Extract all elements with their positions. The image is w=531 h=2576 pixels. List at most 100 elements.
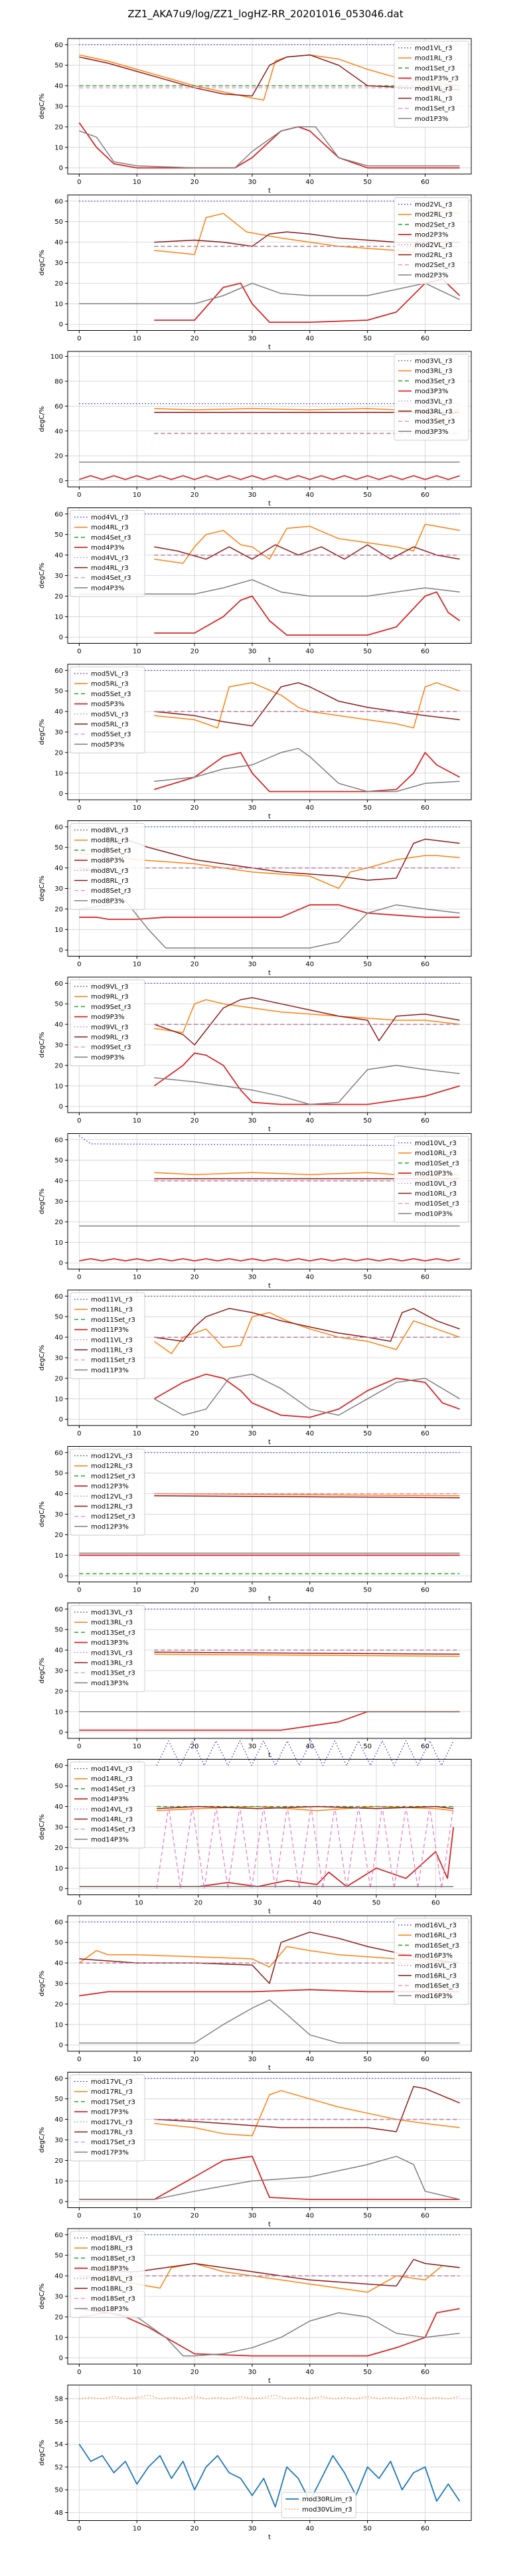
x-tick-label: 50 <box>363 179 372 186</box>
y-tick-label: 50 <box>54 1783 63 1790</box>
y-tick-label: 50 <box>54 2096 63 2103</box>
x-tick-label: 60 <box>421 804 429 812</box>
series-line-P <box>154 752 461 792</box>
y-tick-label: 10 <box>54 1865 63 1873</box>
legend-label: mod12RL_r3 <box>91 1463 133 1470</box>
legend-label: mod16VL_r3 <box>415 1922 457 1930</box>
legend-label: mod17P3% <box>91 2149 129 2156</box>
y-tick-label: 30 <box>54 885 63 893</box>
y-tick-label: 50 <box>54 1940 63 1947</box>
legend-label: mod18Set_r3 <box>91 2255 135 2262</box>
y-tick-label: 20 <box>54 1688 63 1695</box>
x-tick-label: 60 <box>421 1274 429 1281</box>
y-tick-label: 50 <box>54 2487 63 2494</box>
legend-label: mod18VL_r3 <box>91 2275 133 2282</box>
axes-frame <box>67 2385 472 2521</box>
x-tick-label: 0 <box>77 2056 81 2063</box>
y-tick-label: 30 <box>54 573 63 580</box>
legend-label: mod12Set_r3 <box>91 1513 135 1520</box>
y-axis-label: degC/% <box>38 2127 46 2153</box>
legend-label: mod16P3% <box>415 1993 453 2000</box>
x-tick-label: 0 <box>77 648 81 656</box>
legend-box <box>394 353 469 441</box>
legend-label: mod5RL_r3 <box>91 721 129 729</box>
legend-label: mod4VL_r3 <box>91 514 128 521</box>
legend-label: mod14RL_r3 <box>91 1816 133 1823</box>
x-tick-label: 30 <box>254 1900 262 1907</box>
x-axis-label: t <box>268 500 271 507</box>
y-tick-label: 0 <box>59 634 63 642</box>
chart-panel-mod18: 0 10 20 30 40 50 60 0 10 20 30 40 50 60 t degC/% mod18VL… <box>38 2228 472 2385</box>
series-line-RL2 <box>154 1651 460 1655</box>
x-tick-label: 40 <box>305 2213 314 2220</box>
series-line-P <box>154 591 461 636</box>
legend-label: mod10P3% <box>415 1210 453 1218</box>
y-tick-label: 20 <box>54 1532 63 1539</box>
x-tick-label: 10 <box>133 2526 141 2533</box>
x-tick-label: 50 <box>363 2526 372 2533</box>
y-tick-label: 60 <box>54 198 63 205</box>
x-axis-label: t <box>268 187 271 195</box>
x-tick-label: 30 <box>248 492 257 499</box>
x-axis-label: t <box>268 1439 271 1446</box>
y-tick-label: 52 <box>54 2464 63 2471</box>
x-tick-label: 20 <box>190 1117 199 1125</box>
y-tick-label: 20 <box>54 906 63 913</box>
legend-label: mod9P3% <box>91 1054 124 1061</box>
x-tick-label: 0 <box>77 1430 81 1437</box>
legend-label: mod4RL_r3 <box>91 524 129 531</box>
y-axis-label: degC/% <box>38 1971 46 1997</box>
x-tick-label: 40 <box>305 2369 314 2376</box>
chart-panel-mod16: 0 10 20 30 40 50 60 0 10 20 30 40 50 60 t degC/% mod16VL… <box>38 1915 472 2072</box>
chart-panel-mod17: 0 10 20 30 40 50 60 0 10 20 30 40 50 60 t degC/% mod17VL… <box>38 2072 472 2229</box>
y-axis-label: degC/% <box>38 1345 46 1371</box>
legend-label: mod2P3% <box>415 232 448 239</box>
x-tick-label: 30 <box>248 2056 257 2063</box>
y-tick-label: 40 <box>54 1491 63 1498</box>
x-axis-label: t <box>268 1752 271 1759</box>
x-tick-label: 40 <box>305 648 314 656</box>
legend: mod12VL_r3 mod12RL_r3 mod12Set_r3 mod12P3% m… <box>70 1449 145 1536</box>
legend-label: mod1VL_r3 <box>415 45 452 52</box>
legend-label: mod1Set_r3 <box>415 106 455 113</box>
series-line-P <box>153 1373 460 1418</box>
y-axis-label: degC/% <box>38 719 46 745</box>
axes-frame <box>67 351 472 488</box>
y-tick-label: 60 <box>54 1449 63 1457</box>
x-tick-label: 40 <box>305 1274 314 1281</box>
x-tick-label: 0 <box>77 1117 81 1125</box>
x-axis-label: t <box>268 1596 271 1603</box>
x-tick-label: 40 <box>305 1743 314 1750</box>
legend-label: mod2Set_r3 <box>415 221 455 229</box>
legend-label: mod5VL_r3 <box>91 671 128 678</box>
series-line-RL2 <box>79 54 460 97</box>
y-tick-label: 60 <box>54 2075 63 2082</box>
series-line-P2 <box>79 282 460 305</box>
legend-box <box>70 823 145 910</box>
y-tick-label: 60 <box>54 403 63 411</box>
legend-label: mod14Set_r3 <box>91 1786 135 1793</box>
y-tick-label: 0 <box>59 165 63 172</box>
x-axis-label: t <box>268 813 271 820</box>
x-tick-label: 50 <box>363 1587 372 1594</box>
x-tick-label: 0 <box>77 804 81 812</box>
series-line-P2 <box>153 1373 460 1416</box>
x-tick-label: 0 <box>77 1587 81 1594</box>
x-tick-label: 20 <box>190 179 199 186</box>
legend-label: mod8RL_r3 <box>91 837 129 844</box>
y-tick-label: 20 <box>54 2001 63 2008</box>
x-axis-label: t <box>268 2221 271 2229</box>
y-tick-label: 50 <box>54 1470 63 1477</box>
legend-label: mod4P3% <box>91 585 124 592</box>
legend: mod14VL_r3 mod14RL_r3 mod14Set_r3 mod14P3% m… <box>70 1762 145 1849</box>
legend-label: mod16RL_r3 <box>415 1973 457 1980</box>
y-tick-label: 40 <box>54 1647 63 1655</box>
x-tick-label: 60 <box>421 1430 429 1437</box>
series-line-P <box>79 1258 460 1261</box>
series-line-P2 <box>79 2312 460 2357</box>
chart-panel-mod5: 0 10 20 30 40 50 60 0 10 20 30 40 50 60 t degC/% mod5VL_… <box>38 664 472 820</box>
series-line-RL2 <box>154 1308 460 1342</box>
series-line-P <box>79 904 460 920</box>
legend-label: mod1Set_r3 <box>415 65 455 72</box>
